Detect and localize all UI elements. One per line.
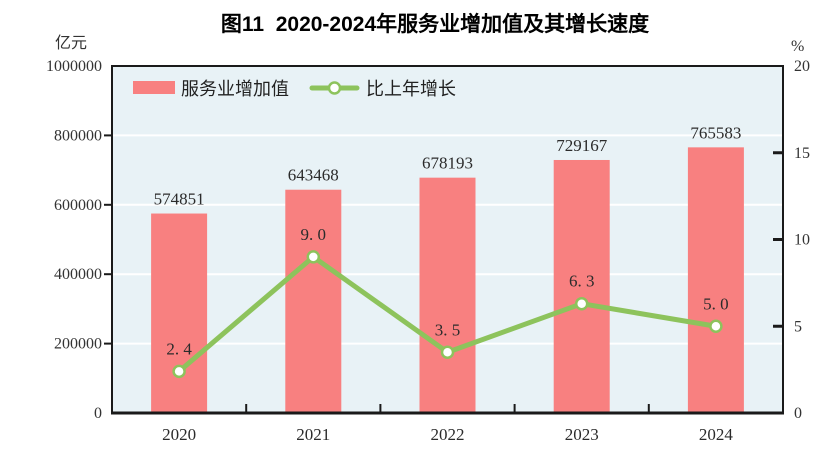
left-axis-unit-label: 亿元 [54, 35, 87, 52]
bar-value-label-2021: 643468 [288, 166, 339, 185]
right-axis-tick-label-10: 10 [794, 232, 810, 249]
bar-value-label-2020: 574851 [154, 190, 205, 209]
right-axis-unit-label: % [791, 38, 805, 55]
legend-bar-swatch [133, 81, 175, 94]
legend-line-marker-icon [327, 81, 342, 95]
bar-2020 [151, 213, 208, 413]
x-axis-label-2024: 2024 [699, 425, 734, 444]
right-axis-tick-label-5: 5 [794, 318, 802, 335]
growth-marker-2023 [574, 296, 589, 311]
bar-value-label-2023: 729167 [556, 136, 608, 155]
bar-value-label-2024: 765583 [690, 123, 741, 142]
left-axis-tick-label-200000: 200000 [54, 336, 102, 353]
bar-value-label-2022: 678193 [422, 154, 473, 173]
bar-2023 [553, 159, 610, 413]
left-axis-tick-label-800000: 800000 [54, 127, 102, 144]
growth-value-label-2020: 2. 4 [166, 339, 192, 358]
growth-marker-2022 [440, 345, 455, 360]
growth-value-label-2022: 3. 5 [435, 320, 461, 339]
legend-line-label: 比上年增长 [366, 79, 456, 99]
left-axis-tick-label-1000000: 1000000 [46, 58, 102, 75]
x-axis-label-2023: 2023 [565, 425, 599, 444]
right-axis-tick-label-15: 15 [794, 145, 810, 162]
bar-2024 [687, 147, 744, 413]
chart-title: 图11 2020-2024年服务业增加值及其增长速度 [220, 13, 650, 36]
right-axis-tick-label-20: 20 [794, 58, 810, 75]
growth-value-label-2021: 9. 0 [301, 225, 327, 244]
bar-2022 [419, 177, 476, 413]
x-axis-label-2020: 2020 [162, 425, 196, 444]
growth-marker-2021 [306, 250, 321, 264]
right-axis-tick-label-0: 0 [794, 405, 802, 422]
left-axis-tick-label-400000: 400000 [54, 266, 102, 283]
left-axis-tick-label-0: 0 [94, 405, 102, 422]
x-axis-label-2021: 2021 [296, 425, 330, 444]
x-axis-label-2022: 2022 [431, 425, 465, 444]
growth-marker-2024 [709, 319, 723, 333]
left-axis-tick-label-600000: 600000 [54, 197, 102, 214]
growth-marker-2020 [172, 364, 186, 379]
bar-2021 [285, 189, 342, 413]
growth-value-label-2024: 5. 0 [703, 294, 729, 313]
legend-bar-label: 服务业增加值 [181, 79, 289, 99]
growth-value-label-2023: 6. 3 [569, 272, 595, 291]
